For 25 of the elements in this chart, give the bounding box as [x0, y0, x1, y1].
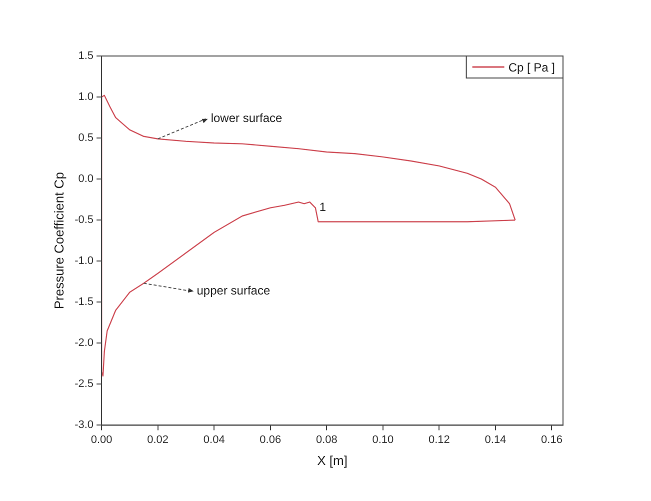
y-tick-label: 1.0: [78, 91, 94, 104]
x-tick-label: 0.02: [147, 434, 169, 446]
y-tick-label: 0.0: [78, 173, 94, 186]
x-tick-label: 0.12: [428, 434, 450, 446]
y-tick-label: -2.0: [74, 337, 94, 350]
legend-label: Cp [ Pa ]: [508, 60, 555, 74]
y-tick-label: -1.5: [74, 296, 94, 308]
x-tick-label: 0.06: [260, 434, 282, 446]
x-tick-label: 0.00: [90, 434, 112, 446]
x-tick-label: 0.16: [541, 434, 562, 446]
y-tick-label: -0.5: [74, 214, 94, 226]
x-tick-label: 0.04: [203, 434, 225, 446]
y-tick-label: -3.0: [74, 419, 94, 432]
annotation: upper surface: [196, 284, 270, 298]
x-axis-title: X [m]: [317, 452, 348, 468]
x-tick-label: 0.10: [372, 434, 394, 446]
y-tick-label: -1.0: [74, 255, 94, 268]
y-tick-label: 0.5: [78, 132, 94, 144]
annotation: lower surface: [210, 111, 283, 126]
x-tick-label: 0.08: [316, 434, 338, 446]
y-tick-label: -2.5: [74, 378, 94, 390]
x-tick-label: 0.14: [484, 434, 506, 446]
annotation: 1: [319, 200, 326, 214]
y-axis-title: Pressure Coefficient Cp: [51, 172, 66, 310]
y-tick-label: 1.5: [78, 50, 94, 62]
